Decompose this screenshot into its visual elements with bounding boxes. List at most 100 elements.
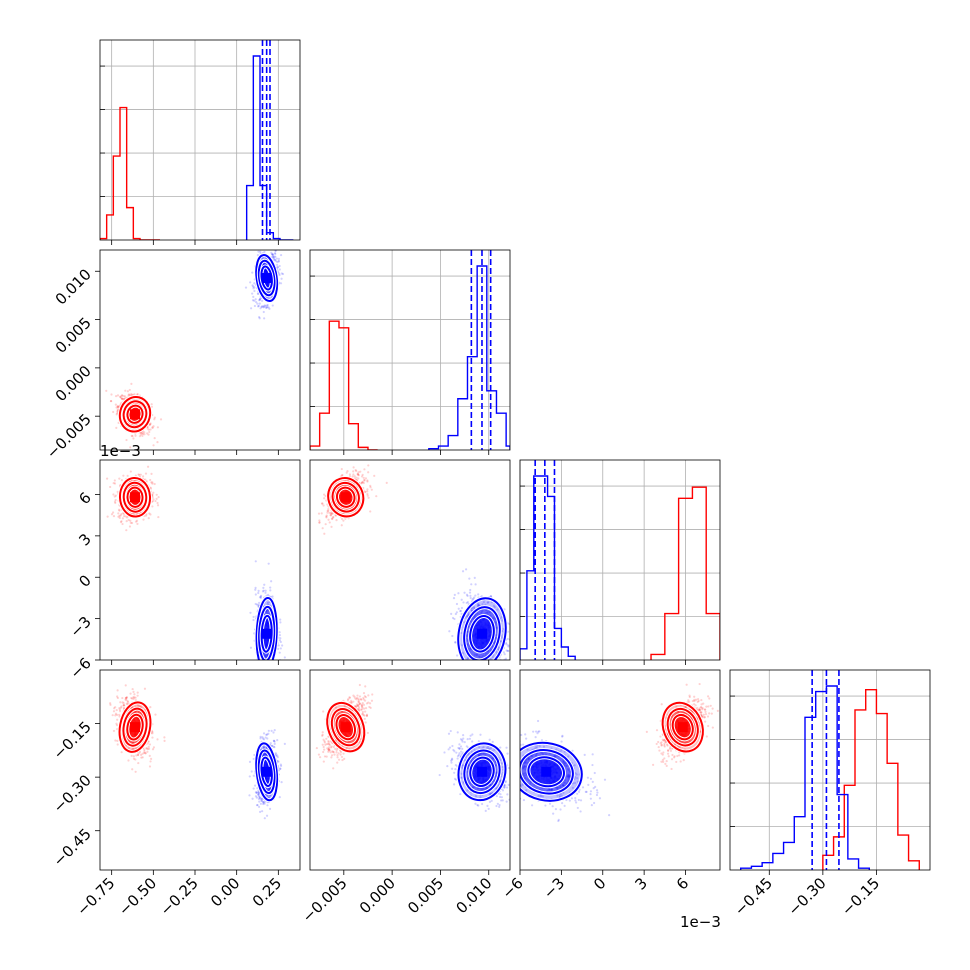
scatter-point bbox=[494, 672, 496, 674]
density-peak bbox=[476, 628, 487, 639]
scatter-point bbox=[149, 428, 152, 431]
scatter-point bbox=[318, 519, 321, 522]
scatter-point bbox=[117, 515, 120, 518]
scatter-point bbox=[490, 684, 492, 686]
scatter-point bbox=[118, 509, 121, 512]
scatter-point bbox=[141, 434, 144, 437]
scatter-point bbox=[360, 481, 363, 484]
scatter-point bbox=[501, 683, 503, 685]
scatter-point bbox=[507, 645, 510, 648]
panel-1-1 bbox=[309, 249, 511, 455]
scatter-point bbox=[325, 514, 328, 517]
scatter-point bbox=[258, 595, 262, 599]
contour-line bbox=[335, 486, 356, 508]
scatter-point bbox=[490, 663, 492, 665]
scatter-point bbox=[495, 677, 497, 679]
contour-line bbox=[463, 606, 501, 660]
scatter-point bbox=[258, 601, 261, 604]
scatter-point bbox=[495, 664, 497, 666]
scatter-point bbox=[253, 282, 256, 285]
scatter-point bbox=[267, 244, 269, 246]
scatter-point bbox=[115, 413, 118, 416]
scatter-point bbox=[139, 473, 142, 476]
scatter-point bbox=[131, 434, 134, 438]
contour-line bbox=[257, 259, 276, 297]
scatter-point bbox=[259, 596, 262, 600]
scatter-point bbox=[493, 679, 495, 681]
scatter-point bbox=[115, 722, 118, 725]
scatter-point bbox=[132, 696, 135, 699]
scatter-area bbox=[105, 244, 285, 449]
scatter-point bbox=[115, 708, 118, 712]
scatter-point bbox=[263, 245, 265, 247]
scatter-point bbox=[514, 639, 516, 641]
scatter-point bbox=[110, 393, 113, 396]
scatter-point bbox=[132, 741, 135, 744]
scatter-point bbox=[497, 665, 499, 667]
scatter-point bbox=[485, 611, 489, 614]
scatter-point bbox=[472, 605, 476, 609]
scatter-point bbox=[455, 602, 459, 606]
scatter-point bbox=[501, 619, 504, 622]
scatter-point bbox=[111, 714, 114, 717]
scatter-point bbox=[143, 750, 146, 753]
scatter-point bbox=[262, 682, 264, 684]
scatter-point bbox=[508, 668, 510, 670]
scatter-point bbox=[127, 518, 130, 522]
scatter-point bbox=[135, 519, 139, 522]
scatter-point bbox=[352, 470, 355, 473]
scatter-point bbox=[134, 696, 137, 699]
scatter-point bbox=[145, 514, 148, 517]
scatter-point bbox=[467, 613, 470, 616]
scatter-point bbox=[265, 610, 268, 613]
scatter-point bbox=[459, 610, 462, 613]
scatter-point bbox=[126, 474, 129, 477]
scatter-point bbox=[482, 654, 485, 657]
scatter-point bbox=[486, 611, 489, 614]
scatter-point bbox=[495, 626, 498, 629]
scatter-point bbox=[489, 657, 492, 660]
scatter-point bbox=[132, 757, 136, 760]
scatter-point bbox=[342, 519, 345, 522]
scatter-point bbox=[127, 747, 130, 750]
scatter-point bbox=[477, 604, 481, 607]
scatter-point bbox=[496, 676, 498, 678]
contour-line bbox=[255, 596, 278, 660]
scatter-point bbox=[328, 511, 331, 515]
scatter-point bbox=[129, 521, 132, 525]
scatter-point bbox=[250, 307, 253, 310]
scatter-area bbox=[317, 464, 516, 686]
scatter-point bbox=[143, 431, 146, 434]
scatter-point bbox=[120, 751, 123, 754]
scatter-point bbox=[496, 673, 498, 675]
density-peak bbox=[261, 273, 272, 284]
scatter-point bbox=[116, 743, 119, 746]
scatter-point bbox=[274, 259, 277, 262]
scatter-point bbox=[113, 482, 117, 485]
scatter-point bbox=[278, 631, 281, 634]
scatter-point bbox=[485, 664, 487, 666]
scatter-point bbox=[487, 650, 490, 653]
scatter-point bbox=[340, 474, 344, 477]
scatter-point bbox=[473, 616, 476, 619]
scatter-point bbox=[453, 593, 456, 596]
scatter-point bbox=[262, 310, 265, 314]
scatter-point bbox=[132, 741, 135, 744]
scatter-point bbox=[264, 656, 267, 659]
scatter-point bbox=[254, 586, 257, 589]
scatter-point bbox=[249, 281, 252, 284]
scatter-point bbox=[116, 695, 119, 698]
scatter-point bbox=[256, 292, 259, 295]
scatter-point bbox=[277, 259, 280, 262]
scatter-point bbox=[474, 583, 477, 586]
scatter-point bbox=[112, 482, 115, 485]
scatter-point bbox=[477, 655, 481, 658]
scatter-point bbox=[260, 305, 263, 308]
scatter-point bbox=[163, 736, 166, 739]
scatter-point bbox=[265, 610, 268, 613]
scatter-point bbox=[330, 517, 334, 520]
scatter-point bbox=[283, 656, 286, 659]
scatter-point bbox=[151, 496, 154, 499]
scatter-point bbox=[258, 673, 260, 675]
scatter-point bbox=[353, 475, 356, 478]
